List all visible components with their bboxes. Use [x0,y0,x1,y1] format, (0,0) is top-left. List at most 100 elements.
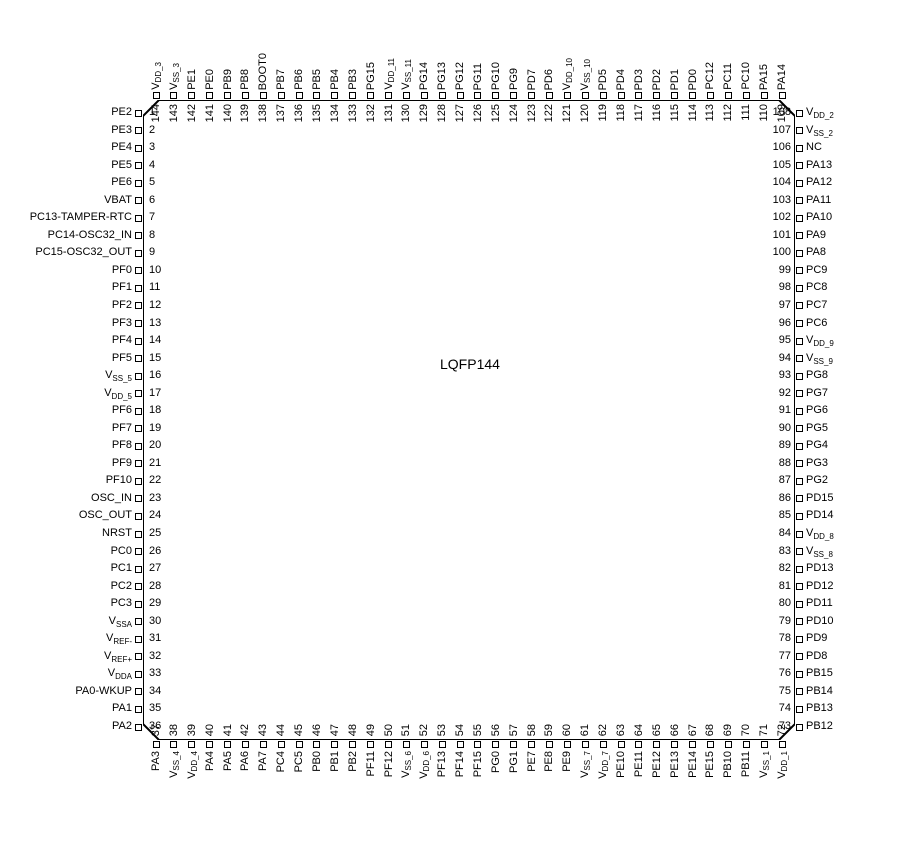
pin-num: 92 [779,387,791,399]
pin-num: 58 [526,724,538,736]
pin-marker [188,92,195,99]
pin-num: 24 [149,509,161,521]
pin-label: PG15 [365,62,377,90]
pin-num: 34 [149,685,161,697]
pin-label: PA5 [222,751,234,771]
pin-label: PA0-WKUP [75,685,132,697]
pin-num: 83 [779,545,791,557]
pin-marker [689,92,696,99]
pin-num: 28 [149,580,161,592]
pin-label: PE0 [204,69,216,90]
pin-num: 118 [615,104,627,122]
pin-marker [385,92,392,99]
pin-marker [492,92,499,99]
pin-marker [135,583,142,590]
pin-marker [725,741,732,748]
pin-label: PF4 [112,334,132,346]
pin-label: PD6 [543,69,555,90]
pin-label: PG12 [454,62,466,90]
pin-label: PD10 [806,615,834,627]
pin-marker [439,92,446,99]
pin-label: PD3 [633,69,645,90]
pin-num: 99 [779,264,791,276]
pin-label: PB13 [806,702,833,714]
pin-label: PG3 [806,457,828,469]
pin-marker [224,92,231,99]
pin-label: NRST [102,527,132,539]
pin-num: 29 [149,597,161,609]
pin-marker [618,741,625,748]
pin-marker [135,653,142,660]
pin-label: PB9 [222,69,234,90]
pin-num: 70 [740,724,752,736]
pin-label: PF13 [436,751,448,777]
pin-num: 142 [186,104,198,122]
pin-marker [242,92,249,99]
pin-label: PC4 [275,751,287,772]
pin-marker [671,741,678,748]
pin-marker [796,250,803,257]
pin-label: PA4 [204,751,216,771]
pin-num: 8 [149,229,155,241]
pin-num: 13 [149,317,161,329]
pin-num: 39 [186,724,198,736]
pin-num: 7 [149,211,155,223]
pin-label: PB4 [329,69,341,90]
pin-num: 3 [149,141,155,153]
pin-marker [349,741,356,748]
pin-num: 120 [579,104,591,122]
pin-marker [135,215,142,222]
pin-num: 72 [776,724,788,736]
pin-label: VREF+ [104,650,132,664]
pin-label: PF12 [383,751,395,777]
pin-num: 5 [149,176,155,188]
pin-marker [796,232,803,239]
pin-marker [349,92,356,99]
pin-label: PD1 [669,69,681,90]
pin-marker [135,724,142,731]
pin-marker [135,232,142,239]
pin-label: PC7 [806,299,827,311]
pin-marker [135,110,142,117]
pin-label: PD12 [806,580,834,592]
pin-marker [135,408,142,415]
pin-label: VSS_7 [579,751,592,778]
pin-label: PA3 [150,751,162,771]
pin-marker [492,741,499,748]
pin-label: PD4 [615,69,627,90]
pin-marker [635,92,642,99]
pin-marker [421,741,428,748]
pin-marker [779,92,786,99]
pin-label: PF9 [112,457,132,469]
pin-num: 140 [222,104,234,122]
pin-num: 100 [773,246,791,258]
pin-label: PE6 [111,176,132,188]
pin-marker [796,215,803,222]
pin-label: VDD_2 [806,106,834,120]
center-label: LQFP144 [440,356,500,372]
pin-num: 16 [149,369,161,381]
pin-label: PE9 [561,751,573,772]
pin-label: PF2 [112,299,132,311]
pin-marker [260,92,267,99]
pin-label: VDD_1 [776,751,789,779]
pin-num: 66 [669,724,681,736]
pin-label: PB5 [311,69,323,90]
pin-marker [135,338,142,345]
pin-marker [135,425,142,432]
pin-label: PC3 [111,597,132,609]
pin-num: 71 [758,724,770,736]
pin-marker [135,162,142,169]
pin-label: PC12 [704,62,716,90]
pin-num: 74 [779,702,791,714]
pin-marker [653,741,660,748]
pin-label: PD9 [806,632,827,644]
pin-label: OSC_IN [91,492,132,504]
pin-label: PF1 [112,281,132,293]
pin-label: PA14 [776,64,788,90]
pin-num: 35 [149,702,161,714]
pin-label: PB1 [329,751,341,772]
pin-num: 31 [149,632,161,644]
pin-num: 113 [704,104,716,122]
pin-label: PG1 [508,751,520,773]
